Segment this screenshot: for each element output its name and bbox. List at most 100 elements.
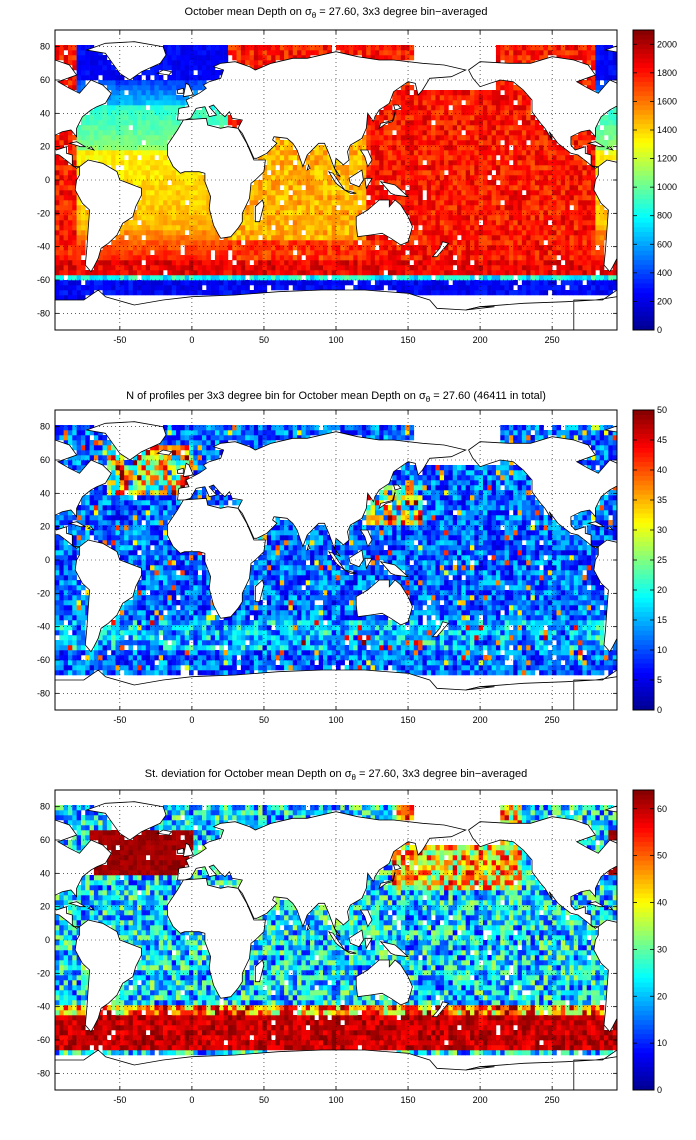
- heatmap-cell: [98, 105, 103, 111]
- heatmap-cell: [89, 510, 95, 516]
- heatmap-cell: [137, 120, 142, 126]
- heatmap-cell: [504, 90, 510, 96]
- heatmap-cell: [595, 250, 600, 256]
- heatmap-cell: [55, 665, 60, 671]
- heatmap-cell: [461, 155, 466, 161]
- heatmap-cell: [569, 55, 575, 61]
- heatmap-cell: [452, 225, 458, 231]
- heatmap-cell: [119, 125, 125, 131]
- heatmap-cell: [189, 280, 194, 286]
- heatmap-cell: [310, 155, 315, 161]
- heatmap-cell: [98, 270, 103, 276]
- heatmap-cell: [595, 225, 600, 231]
- heatmap-cell: [297, 250, 302, 256]
- heatmap-cell: [232, 250, 237, 256]
- heatmap-cell: [72, 560, 77, 566]
- heatmap-cell: [543, 270, 549, 276]
- heatmap-cell: [595, 235, 600, 241]
- heatmap-cell: [55, 640, 60, 646]
- heatmap-cell: [305, 220, 311, 226]
- heatmap-cell: [106, 250, 112, 256]
- heatmap-cell: [171, 105, 177, 111]
- heatmap-cell: [106, 80, 112, 86]
- heatmap-cell: [63, 550, 69, 556]
- heatmap-cell: [517, 165, 523, 171]
- heatmap-cell: [608, 135, 613, 141]
- heatmap-cell: [80, 145, 86, 151]
- heatmap-cell: [85, 140, 90, 146]
- heatmap-cell: [444, 175, 449, 181]
- heatmap-cell: [102, 70, 108, 76]
- heatmap-cell: [288, 235, 294, 241]
- heatmap-cell: [85, 55, 90, 61]
- heatmap-cell: [158, 260, 164, 266]
- heatmap-cell: [171, 110, 177, 116]
- heatmap-cell: [344, 50, 350, 56]
- heatmap-cell: [301, 285, 307, 291]
- heatmap-cells: [55, 425, 618, 676]
- heatmap-cell: [513, 225, 518, 231]
- heatmap-cell: [266, 200, 272, 206]
- colorbar-tick-label: 1000: [657, 182, 677, 192]
- heatmap-cell: [314, 275, 319, 281]
- heatmap-cell: [465, 250, 471, 256]
- heatmap-cell: [586, 240, 592, 246]
- heatmap-cell: [284, 45, 289, 51]
- heatmap-cell: [422, 245, 428, 251]
- heatmap-cell: [478, 215, 484, 221]
- colorbar-tick-label: 800: [657, 211, 672, 221]
- heatmap-cell: [508, 245, 514, 251]
- heatmap-cell: [137, 100, 142, 106]
- colorbar-segment: [633, 109, 654, 115]
- heatmap-cell: [422, 260, 428, 266]
- heatmap-cell: [422, 125, 428, 131]
- heatmap-cell: [201, 80, 207, 86]
- heatmap-cell: [578, 185, 583, 191]
- heatmap-cell: [591, 250, 596, 256]
- heatmap-cell: [426, 130, 432, 136]
- heatmap-cell: [55, 55, 60, 61]
- heatmap-cell: [150, 170, 155, 176]
- heatmap-cell: [487, 110, 492, 116]
- heatmap-cell: [400, 170, 406, 176]
- heatmap-cell: [279, 265, 285, 271]
- heatmap-cell: [275, 145, 281, 151]
- heatmap-cell: [526, 60, 531, 66]
- heatmap-cell: [586, 205, 592, 211]
- heatmap-cell: [396, 160, 402, 166]
- heatmap-cell: [145, 245, 151, 251]
- heatmap-cell: [556, 270, 562, 276]
- heatmap-cell: [189, 60, 194, 66]
- heatmap-cell: [474, 215, 479, 221]
- heatmap-cell: [132, 255, 138, 261]
- heatmap-cell: [573, 250, 579, 256]
- heatmap-cell: [145, 165, 151, 171]
- heatmap-cell: [137, 130, 142, 136]
- heatmap-cell: [387, 160, 393, 166]
- heatmap-cell: [500, 210, 505, 216]
- heatmap-cell: [85, 530, 90, 536]
- heatmap-cell: [55, 575, 60, 581]
- heatmap-cell: [513, 130, 518, 136]
- heatmap-cell: [111, 545, 116, 551]
- heatmap-cell: [604, 225, 609, 231]
- heatmap-cell: [310, 270, 315, 276]
- heatmap-cell: [392, 180, 397, 186]
- heatmap-cell: [189, 45, 194, 51]
- heatmap-cell: [374, 170, 380, 176]
- heatmap-cell: [409, 170, 415, 176]
- heatmap-cell: [197, 280, 203, 286]
- colorbar-segment: [633, 245, 654, 251]
- heatmap-cell: [210, 240, 216, 246]
- heatmap-cell: [513, 255, 518, 261]
- heatmap-cell: [89, 290, 95, 296]
- heatmap-cell: [171, 50, 177, 56]
- heatmap-cell: [210, 290, 216, 296]
- heatmap-cell: [249, 205, 255, 211]
- heatmap-cell: [547, 145, 553, 151]
- heatmap-cell: [197, 60, 203, 66]
- heatmap-cell: [284, 200, 289, 206]
- heatmap-cell: [396, 145, 402, 151]
- heatmap-cell: [370, 285, 376, 291]
- heatmap-cell: [63, 140, 69, 146]
